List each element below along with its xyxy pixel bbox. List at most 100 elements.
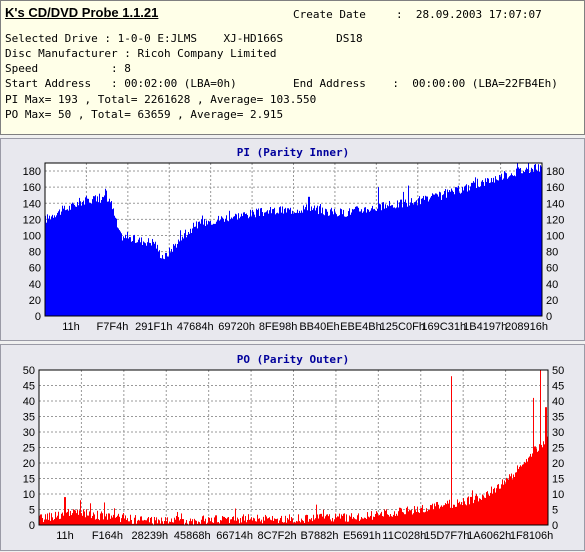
po-bar xyxy=(227,518,228,525)
pi-bar xyxy=(433,195,434,316)
po-bar xyxy=(374,517,375,525)
pi-bar xyxy=(417,205,418,316)
pi-bar xyxy=(58,211,59,316)
pi-bar xyxy=(51,216,52,316)
pi-bar xyxy=(321,213,322,316)
po-bar xyxy=(272,516,273,525)
po-bar xyxy=(104,502,105,525)
po-bar xyxy=(393,515,394,525)
po-bar xyxy=(223,517,224,525)
pi-bar xyxy=(127,232,128,316)
pi-bar xyxy=(408,186,409,316)
pi-bar xyxy=(220,219,221,316)
pi-bar xyxy=(474,183,475,316)
po-xtick: 11C028h xyxy=(382,530,426,542)
pi-bar xyxy=(77,202,78,316)
pi-bar xyxy=(442,195,443,316)
pi-bar xyxy=(317,206,318,316)
po-bar xyxy=(237,518,238,525)
po-bar xyxy=(529,456,530,525)
po-bar xyxy=(299,521,300,525)
pi-bar xyxy=(270,207,271,316)
pi-bar xyxy=(118,228,119,316)
po-bar xyxy=(475,496,476,525)
po-bar xyxy=(124,519,125,525)
pi-bar xyxy=(271,213,272,316)
po-bar xyxy=(215,515,216,525)
po-bar xyxy=(507,479,508,525)
pi-bar xyxy=(540,165,541,316)
po-ytick-left: 25 xyxy=(23,443,35,455)
po-bar xyxy=(42,518,43,525)
po-bar xyxy=(171,518,172,525)
po-bar xyxy=(429,510,430,525)
po-bar xyxy=(458,503,459,525)
po-bar xyxy=(209,518,210,525)
pi-bar xyxy=(322,208,323,316)
pi-bar xyxy=(466,184,467,316)
po-bar xyxy=(341,514,342,525)
po-bar xyxy=(394,511,395,525)
pi-bar xyxy=(536,170,537,316)
pi-bar xyxy=(186,237,187,316)
po-bar xyxy=(345,521,346,525)
po-bar xyxy=(337,516,338,525)
po-bar xyxy=(77,510,78,525)
pi-bar xyxy=(264,213,265,316)
po-xtick: 1A6062h xyxy=(467,530,511,542)
pi-bar xyxy=(111,201,112,316)
pi-bar xyxy=(213,224,214,316)
pi-bar xyxy=(248,218,249,316)
po-bar xyxy=(465,504,466,525)
pi-bar xyxy=(336,214,337,316)
po-bar xyxy=(72,513,73,525)
pi-bar xyxy=(454,194,455,316)
pi-bar xyxy=(255,217,256,316)
pi-bar xyxy=(517,163,518,316)
po-bar xyxy=(264,521,265,525)
po-bar xyxy=(97,511,98,525)
po-bar xyxy=(528,458,529,525)
pi-bar xyxy=(99,194,100,316)
pi-bar xyxy=(153,242,154,316)
pi-bar xyxy=(432,193,433,316)
po-bar xyxy=(41,514,42,525)
po-bar xyxy=(380,513,381,525)
pi-bar xyxy=(113,208,114,316)
po-bar xyxy=(105,516,106,525)
pi-bar xyxy=(400,200,401,316)
po-bar xyxy=(436,502,437,525)
po-bar xyxy=(370,516,371,525)
pi-xtick: 47684h xyxy=(177,321,214,333)
pi-bar xyxy=(528,163,529,316)
po-bar xyxy=(477,496,478,525)
po-bar xyxy=(349,515,350,525)
pi-bar xyxy=(504,171,505,316)
po-bar xyxy=(58,512,59,525)
pi-bar xyxy=(221,216,222,316)
pi-bar xyxy=(201,219,202,316)
po-bar xyxy=(177,512,178,525)
pi-bar xyxy=(307,210,308,316)
pi-bar xyxy=(233,217,234,316)
po-bar xyxy=(428,510,429,525)
pi-bar xyxy=(446,198,447,316)
po-bar xyxy=(112,518,113,525)
po-bar xyxy=(499,489,500,525)
po-bar xyxy=(66,513,67,525)
pi-bar xyxy=(326,209,327,316)
po-bar xyxy=(94,514,95,525)
pi-bar xyxy=(83,201,84,316)
pi-bar xyxy=(483,182,484,316)
pi-summary: PI Max= 193 , Total= 2261628 , Average= … xyxy=(5,93,316,106)
po-bar xyxy=(62,513,63,525)
pi-bar xyxy=(384,209,385,316)
po-bar xyxy=(406,508,407,525)
pi-bar xyxy=(491,178,492,316)
pi-bar xyxy=(314,206,315,316)
pi-bar xyxy=(52,215,53,316)
pi-bar xyxy=(330,209,331,316)
po-bar xyxy=(154,517,155,525)
po-bar xyxy=(317,514,318,525)
po-bar xyxy=(48,520,49,525)
